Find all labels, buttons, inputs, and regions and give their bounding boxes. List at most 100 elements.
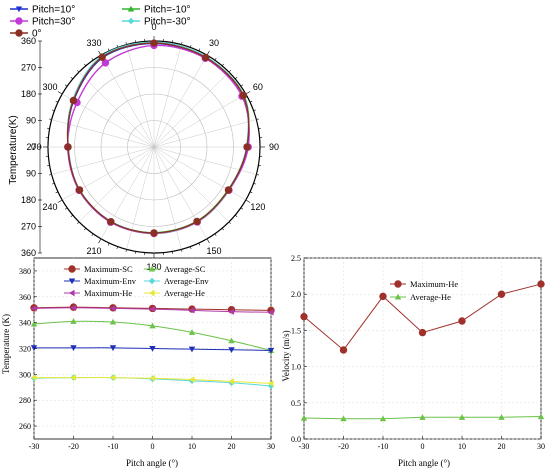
temperature-data-point <box>30 374 37 381</box>
temperature-data-point <box>30 320 38 327</box>
polar-tick-mark <box>206 238 210 244</box>
polar-tick-mark <box>70 77 73 80</box>
polar-temperature-chart: 0 30 60 90 120 150 180 210 240 270 300 330 360 270 18… <box>8 5 279 273</box>
temperature-data-point <box>149 345 156 352</box>
temperature-legend: Maximum-SC Average-SC Maximum-Env Average-E… <box>64 264 209 298</box>
velocity-line-chart: -30 -20 -10 0 10 20 30 0.0 0.5 1.0 1.5 2.0 2.5 Maxim… <box>281 254 545 468</box>
polar-tick-mark <box>57 91 63 95</box>
velocity-x-tick-label: 30 <box>537 442 545 451</box>
polar-legend-label: Pitch=10° <box>32 5 75 16</box>
polar-spoke <box>126 146 155 250</box>
velocity-y-tick-label: 0.0 <box>291 435 301 444</box>
polar-angle-label: 150 <box>206 246 221 256</box>
polar-angle-label: 300 <box>43 82 58 92</box>
polar-tick-mark <box>181 249 183 252</box>
polar-series <box>64 38 252 238</box>
velocity-legend-marker <box>394 293 402 300</box>
temperature-line-chart: -30 -20 -10 0 10 20 30 260 280 300 320 340 360 380 Ma… <box>1 257 275 468</box>
polar-spoke <box>78 146 155 223</box>
polar-spoke <box>153 146 182 250</box>
polar-series-line <box>66 42 250 234</box>
polar-tick-mark <box>49 174 52 176</box>
temperature-legend-marker <box>148 265 156 272</box>
velocity-legend-label: Maximum-He <box>410 279 458 289</box>
polar-angle-label: 240 <box>43 202 58 212</box>
polar-angle-label: 210 <box>86 246 101 256</box>
velocity-data-point <box>339 346 348 354</box>
velocity-data-point <box>379 292 387 301</box>
temperature-data-point <box>109 305 116 312</box>
temperature-y-axis-title: Temperature (K) <box>1 314 11 374</box>
velocity-data-point <box>418 328 427 337</box>
velocity-y-tick-label: 2.0 <box>291 290 301 299</box>
polar-spoke <box>51 146 155 175</box>
temperature-x-tick-label: 20 <box>228 442 236 451</box>
polar-spoke <box>153 146 230 223</box>
polar-tick-mark <box>125 42 127 45</box>
polar-tick-mark <box>245 199 251 203</box>
temperature-legend-label: Maximum-He <box>84 288 132 298</box>
polar-tick-mark <box>84 228 87 231</box>
temperature-legend-label: Average-He <box>164 288 205 298</box>
polar-tick-mark <box>240 207 244 210</box>
velocity-data-point <box>419 414 426 420</box>
polar-data-point <box>107 218 115 226</box>
temperature-data-point <box>188 329 196 335</box>
polar-spoke <box>153 55 208 148</box>
polar-tick-mark <box>240 84 244 87</box>
velocity-data-point <box>300 414 308 421</box>
polar-tick-mark <box>64 84 68 87</box>
polar-tick-mark <box>107 242 110 246</box>
temperature-data-point <box>70 318 77 324</box>
temperature-data-point <box>188 346 196 353</box>
polar-radial-tick-label: 270 <box>21 63 36 73</box>
temperature-data-point <box>228 337 235 344</box>
polar-legend-marker <box>15 6 23 13</box>
polar-angle-label: 270 <box>26 142 41 152</box>
velocity-legend-marker <box>394 280 402 288</box>
temperature-legend-marker <box>68 278 76 285</box>
polar-angle-label: 60 <box>253 82 263 92</box>
polar-legend-marker <box>15 17 23 25</box>
temperature-x-tick-label: 10 <box>188 442 196 451</box>
polar-tick-mark <box>91 57 94 61</box>
polar-data-point <box>98 53 106 61</box>
polar-tick-mark <box>221 228 224 231</box>
polar-data-point <box>101 59 110 67</box>
temperature-legend-label: Maximum-Env <box>84 276 137 286</box>
velocity-data-point <box>458 317 466 325</box>
polar-legend-marker <box>15 29 23 37</box>
temperature-x-axis-title: Pitch angle (°) <box>126 458 178 468</box>
polar-angle-labels: 0 30 60 90 120 150 180 210 240 270 300 330 <box>26 22 279 272</box>
polar-radial-tick-label: 180 <box>21 195 36 205</box>
temperature-y-tick-label: 260 <box>19 422 31 431</box>
velocity-x-tick-label: 20 <box>498 442 506 451</box>
temperature-legend-marker <box>68 265 76 273</box>
velocity-x-tick-label: -10 <box>378 442 389 451</box>
polar-tick-mark <box>253 182 257 185</box>
temperature-legend-marker <box>148 289 155 297</box>
polar-tick-mark <box>77 70 80 73</box>
temperature-data-point <box>30 345 38 352</box>
temperature-data-point <box>109 374 116 381</box>
polar-tick-mark <box>64 207 68 210</box>
polar-data-point <box>224 186 233 194</box>
temperature-y-tick-label: 360 <box>19 293 31 302</box>
polar-tick-mark <box>256 118 259 120</box>
velocity-y-tick-label: 0.5 <box>291 399 301 408</box>
temperature-data-point <box>149 322 156 329</box>
temperature-y-tick-label: 280 <box>19 396 31 405</box>
velocity-legend: Maximum-He Average-He <box>390 279 458 302</box>
velocity-data-point <box>340 415 347 422</box>
temperature-data-point <box>149 375 156 382</box>
temperature-data-point <box>70 374 77 381</box>
polar-tick-mark <box>249 100 253 103</box>
temperature-data-point <box>70 345 77 352</box>
velocity-ticks: -30 -20 -10 0 10 20 30 0.0 0.5 1.0 1.5 2.0 2.5 <box>291 254 545 451</box>
polar-series-line <box>66 42 250 234</box>
velocity-y-tick-label: 1.5 <box>291 326 301 335</box>
velocity-x-tick-label: -20 <box>338 442 349 451</box>
polar-legend-label: 0° <box>32 29 42 40</box>
polar-grid <box>43 36 265 258</box>
polar-legend-label: Pitch=-10° <box>144 5 191 16</box>
